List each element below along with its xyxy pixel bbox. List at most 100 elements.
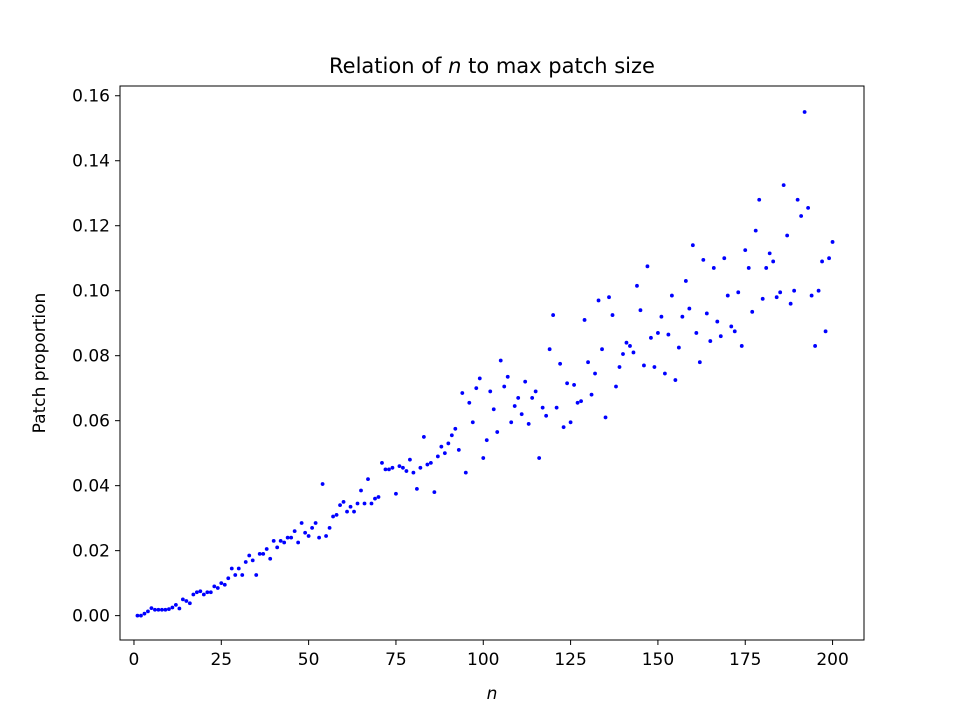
data-point <box>411 470 416 475</box>
data-point <box>191 592 196 597</box>
data-point <box>512 404 517 408</box>
data-point <box>516 396 521 400</box>
data-point <box>397 464 402 469</box>
data-point <box>268 556 273 561</box>
data-point <box>757 197 762 202</box>
plot-frame <box>119 85 865 641</box>
data-point <box>589 392 594 397</box>
y-tick-label: 0.04 <box>72 477 110 497</box>
data-point <box>551 313 556 317</box>
data-point <box>435 454 440 459</box>
data-point <box>816 288 821 293</box>
data-point <box>505 374 510 379</box>
data-point <box>421 435 426 439</box>
data-point <box>652 365 657 369</box>
data-point <box>558 361 563 366</box>
data-point <box>669 293 674 298</box>
data-point <box>313 521 318 525</box>
data-point <box>456 448 461 452</box>
data-point <box>449 433 454 438</box>
data-point <box>390 465 395 470</box>
y-tick-label: 0.02 <box>72 542 110 562</box>
data-point <box>603 415 608 420</box>
data-point <box>327 526 332 530</box>
data-point <box>401 465 405 470</box>
data-point <box>338 503 342 508</box>
data-point <box>610 313 615 317</box>
data-point <box>352 509 356 514</box>
y-tick-label: 0.16 <box>72 87 110 107</box>
data-point <box>586 360 590 365</box>
data-point <box>484 438 489 443</box>
data-point <box>180 597 185 602</box>
data-point <box>240 573 245 577</box>
data-point <box>404 469 409 473</box>
data-point <box>173 603 178 607</box>
data-point <box>760 296 765 301</box>
data-point <box>680 314 685 319</box>
data-point <box>645 264 650 269</box>
chart-title-suffix: to max patch size <box>461 54 655 78</box>
data-point <box>530 396 535 400</box>
data-point <box>827 256 831 261</box>
data-point <box>649 335 653 340</box>
data-point <box>795 197 800 202</box>
data-point <box>205 590 210 595</box>
data-point <box>170 605 175 610</box>
data-point <box>394 491 398 496</box>
data-point <box>739 344 744 348</box>
data-point <box>303 530 308 535</box>
data-point <box>359 488 363 493</box>
x-tick-label: 175 <box>729 650 761 670</box>
data-point <box>732 329 737 334</box>
data-point <box>187 601 192 606</box>
data-point <box>387 467 391 472</box>
data-point <box>380 461 384 465</box>
data-point <box>554 405 559 410</box>
data-point <box>628 344 632 348</box>
data-point <box>149 606 154 611</box>
data-point <box>656 331 660 335</box>
y-tick-label: 0.10 <box>72 282 110 302</box>
data-point <box>324 534 328 538</box>
data-point <box>341 500 346 504</box>
data-point <box>243 560 248 564</box>
data-point <box>289 535 294 540</box>
y-tick-label: 0.06 <box>72 412 110 432</box>
data-point <box>292 529 297 534</box>
data-point <box>345 509 349 514</box>
data-point <box>135 613 140 618</box>
x-axis: 0 25 50 75 100 125 150 175 200 <box>129 640 849 670</box>
data-point <box>673 378 678 382</box>
data-point <box>596 298 601 303</box>
data-point <box>373 496 377 501</box>
data-point <box>823 329 828 334</box>
data-point <box>215 586 220 590</box>
data-point <box>474 386 479 391</box>
data-point <box>163 607 168 612</box>
data-point <box>299 521 304 525</box>
data-point <box>600 347 604 352</box>
data-point <box>418 465 423 470</box>
data-point <box>683 279 688 283</box>
data-point <box>579 399 583 404</box>
data-point <box>659 314 664 319</box>
x-tick-label: 100 <box>467 650 499 670</box>
data-point <box>331 514 335 519</box>
data-point <box>725 293 730 298</box>
data-point <box>348 504 353 509</box>
data-point <box>736 290 741 295</box>
data-point <box>746 266 751 270</box>
data-point <box>194 590 199 595</box>
data-point <box>425 462 430 467</box>
data-point <box>460 391 465 395</box>
data-point <box>453 426 458 431</box>
data-point <box>806 205 811 210</box>
data-point <box>718 334 723 339</box>
data-point <box>428 461 433 465</box>
data-point <box>561 425 566 430</box>
data-point <box>408 457 412 462</box>
data-point <box>156 607 161 612</box>
data-point <box>257 551 262 556</box>
